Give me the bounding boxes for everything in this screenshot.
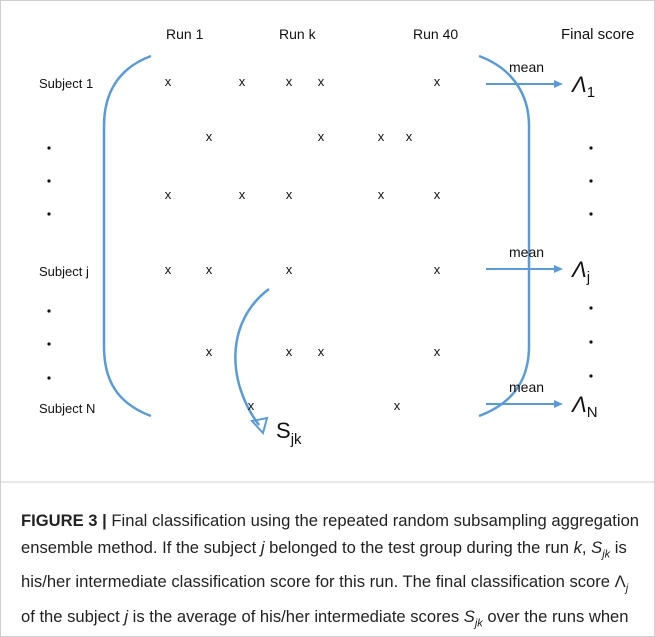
caption-text: of the subject [21, 606, 125, 626]
mean-label: mean [509, 59, 544, 75]
caption-text: k [573, 538, 582, 557]
score-mark: x [165, 262, 172, 277]
score-mark: x [318, 74, 325, 89]
caption: FIGURE 3 | Final classification using th… [21, 507, 641, 636]
score-mark: x [239, 187, 246, 202]
caption-text: j [124, 606, 129, 626]
arrow-head [250, 416, 269, 436]
score-mark: x [206, 129, 213, 144]
final-score-symbol: Λ [570, 257, 587, 282]
score-mark: x [406, 129, 413, 144]
subject-label: Subject 1 [39, 76, 93, 91]
final-score: ΛN [570, 392, 598, 421]
caption-text: S [591, 538, 603, 557]
intermediate-score: Sjk [276, 418, 302, 448]
diagram: Run 1 Run k Run 40 Final score Subject 1… [1, 26, 654, 483]
final-score-subscript: N [587, 404, 598, 421]
score-mark: x [286, 262, 293, 277]
mean-label: mean [509, 379, 544, 395]
caption-text: Final classification using the repeated … [21, 511, 640, 557]
final-score: Λ1 [570, 72, 595, 101]
score-mark: x [286, 187, 293, 202]
score-mark: x [165, 187, 172, 202]
caption-text: belonged to the test group during the ru… [264, 538, 574, 557]
ellipsis-dots [47, 146, 593, 380]
subject-label: Subject N [39, 401, 95, 416]
score-mark: x [434, 187, 441, 202]
score-mark: x [286, 74, 293, 89]
score-mark: x [286, 344, 293, 359]
final-score: Λj [570, 257, 590, 286]
caption-text: jk [602, 548, 611, 561]
score-mark: x [206, 262, 213, 277]
arrow-head [554, 400, 563, 408]
score-mark: x [434, 74, 441, 89]
score-mark: x [248, 398, 255, 413]
caption-text: S [463, 606, 475, 626]
column-label: Final score [561, 26, 634, 43]
column-label: Run 1 [166, 26, 204, 42]
score-mark: x [434, 262, 441, 277]
score-mark: x [394, 398, 401, 413]
score-mark: x [318, 344, 325, 359]
subject-label: Subject j [39, 264, 89, 279]
caption-text: , [581, 538, 592, 557]
arrow-head [554, 265, 563, 273]
arrow-head [554, 80, 563, 88]
caption-text: is the average of his/her intermediate s… [128, 606, 464, 626]
final-score-subscript: j [586, 269, 590, 286]
caption-text: over the runs when he/she belonged to th… [487, 606, 629, 626]
score-mark: x [318, 129, 325, 144]
column-label: Run 40 [413, 26, 458, 42]
caption-text: is his/her intermediate classification s… [21, 538, 627, 592]
score-mark: x [239, 74, 246, 89]
score-mark: x [206, 344, 213, 359]
score-mark: x [434, 344, 441, 359]
column-label: Run k [279, 26, 317, 42]
brackets [102, 54, 531, 426]
caption-label: FIGURE 3 | [21, 511, 107, 530]
caption-text: jk [474, 616, 483, 629]
caption-text: j [625, 582, 629, 595]
score-mark: x [378, 187, 385, 202]
final-score-symbol: Λ [570, 392, 587, 417]
score-mark: x [378, 129, 385, 144]
final-score-subscript: 1 [587, 84, 595, 101]
caption-text: j [260, 538, 265, 557]
mean-label: mean [509, 244, 544, 260]
score-mark: x [165, 74, 172, 89]
final-score-symbol: Λ [570, 72, 587, 97]
